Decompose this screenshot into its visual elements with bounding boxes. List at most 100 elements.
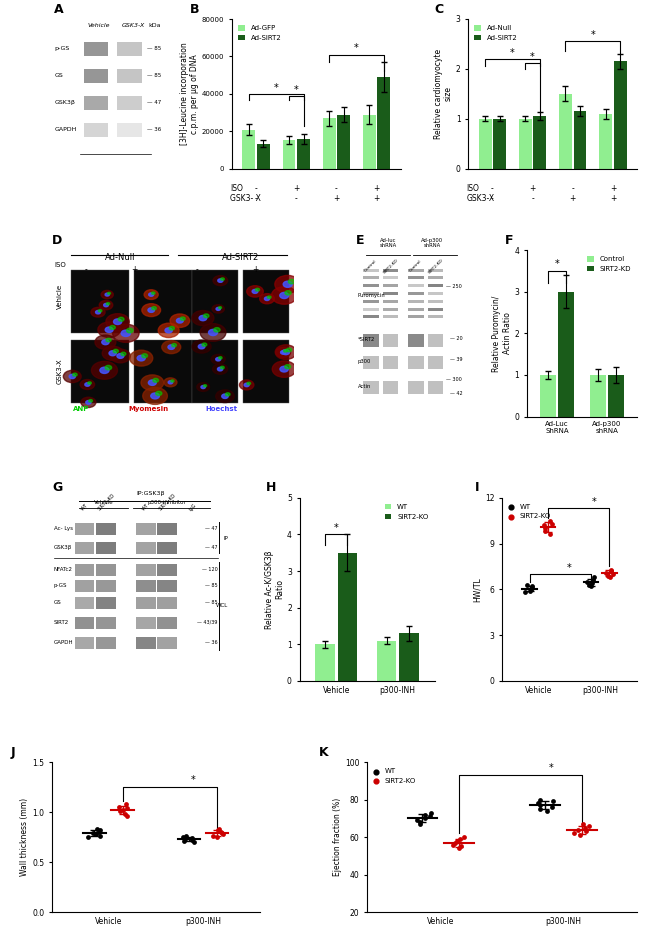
Point	[179, 833, 189, 848]
Bar	[493, 119, 506, 169]
Text: *: *	[592, 497, 597, 507]
Text: GSK3-X: GSK3-X	[57, 359, 63, 385]
Bar	[242, 129, 255, 169]
Point	[208, 828, 218, 844]
Text: SIRT2-KD: SIRT2-KD	[428, 258, 444, 276]
Point	[588, 573, 598, 588]
Text: Vehicle: Vehicle	[88, 24, 110, 28]
Circle shape	[63, 370, 81, 383]
Text: — 20: — 20	[450, 335, 462, 341]
Bar	[157, 580, 177, 592]
Bar	[428, 269, 443, 272]
Text: -: -	[255, 184, 257, 193]
Circle shape	[149, 293, 153, 296]
Circle shape	[121, 352, 126, 355]
Circle shape	[216, 308, 220, 311]
Y-axis label: Wall thickness (mm): Wall thickness (mm)	[20, 798, 29, 876]
Point	[606, 563, 616, 579]
Circle shape	[111, 349, 131, 363]
Bar	[614, 62, 627, 169]
Circle shape	[112, 324, 139, 342]
Point	[545, 527, 555, 542]
Point	[575, 827, 585, 843]
Bar	[408, 308, 424, 311]
Text: — 47: — 47	[205, 526, 218, 531]
Text: Ac- Lys: Ac- Lys	[54, 526, 73, 531]
Bar	[363, 292, 378, 295]
Bar	[135, 340, 192, 403]
Y-axis label: [3H]-Leucine incorporation
c.p.m. per μg of DNA: [3H]-Leucine incorporation c.p.m. per μg…	[179, 43, 199, 145]
Text: -: -	[335, 184, 338, 193]
Text: WT: WT	[141, 503, 150, 511]
Legend: WT, SIRT2-KO: WT, SIRT2-KO	[506, 502, 553, 522]
Point	[94, 825, 104, 840]
Circle shape	[158, 323, 179, 337]
Text: GAPDH: GAPDH	[54, 127, 77, 132]
Circle shape	[99, 300, 113, 310]
Circle shape	[211, 354, 226, 364]
Bar	[428, 292, 443, 295]
Bar	[72, 270, 129, 333]
Circle shape	[259, 294, 274, 304]
Circle shape	[287, 348, 292, 352]
Circle shape	[280, 367, 289, 372]
Point	[187, 832, 198, 847]
Text: *: *	[294, 85, 298, 95]
Bar	[399, 634, 419, 681]
Point	[608, 566, 618, 581]
Circle shape	[162, 341, 181, 353]
Text: *: *	[191, 775, 196, 785]
Text: +: +	[374, 194, 380, 203]
Circle shape	[198, 344, 205, 349]
Point	[114, 804, 125, 819]
Text: p300: p300	[358, 359, 371, 364]
Bar	[337, 553, 358, 681]
Bar	[157, 542, 177, 554]
Circle shape	[113, 350, 118, 352]
Circle shape	[102, 346, 123, 360]
Bar	[383, 269, 398, 272]
Bar	[408, 381, 424, 393]
Point	[92, 822, 102, 837]
Circle shape	[244, 383, 249, 387]
Bar	[96, 580, 116, 592]
Circle shape	[103, 303, 109, 307]
Text: p-GS: p-GS	[54, 47, 70, 51]
Circle shape	[91, 308, 105, 317]
Text: -: -	[491, 194, 494, 203]
Text: — 85: — 85	[147, 47, 161, 51]
Circle shape	[218, 279, 223, 282]
Point	[548, 794, 558, 809]
Bar	[408, 284, 424, 287]
Bar	[75, 617, 94, 629]
Circle shape	[213, 364, 228, 374]
Bar	[428, 315, 443, 318]
Bar	[117, 69, 142, 83]
Text: -: -	[295, 194, 298, 203]
Bar	[408, 269, 424, 272]
Bar	[377, 640, 396, 681]
Bar	[590, 375, 606, 417]
Point	[118, 803, 128, 818]
Bar	[363, 115, 376, 169]
Circle shape	[201, 386, 205, 389]
Point	[411, 812, 422, 827]
Circle shape	[289, 279, 294, 284]
Point	[584, 578, 594, 593]
Circle shape	[169, 327, 174, 330]
Point	[420, 807, 430, 822]
Bar	[408, 356, 424, 369]
Text: IP:GSK3β: IP:GSK3β	[136, 491, 165, 496]
Text: C: C	[434, 3, 443, 16]
Bar	[428, 334, 443, 347]
Bar	[83, 124, 109, 137]
Point	[582, 574, 592, 589]
Bar	[383, 284, 398, 287]
Bar	[559, 94, 572, 169]
Bar	[135, 270, 192, 333]
Text: *: *	[554, 258, 560, 269]
Text: NFATc2: NFATc2	[54, 567, 73, 572]
Point	[573, 822, 583, 837]
Text: *: *	[549, 764, 554, 773]
Circle shape	[192, 340, 211, 353]
